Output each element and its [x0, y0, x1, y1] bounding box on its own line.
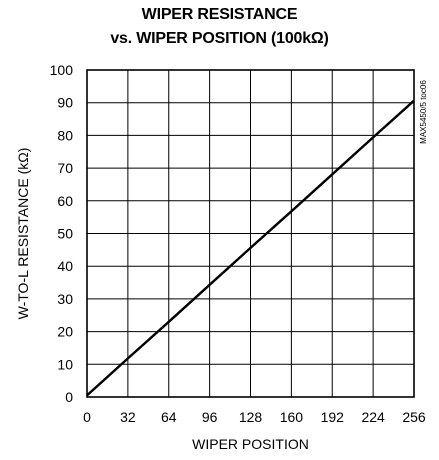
plot-frame: [86, 69, 415, 398]
y-tick-label: 40: [57, 258, 73, 274]
x-axis-label: WIPER POSITION: [192, 436, 309, 452]
figure-id-label: MAX5450/5 toc06: [419, 80, 428, 144]
y-tick-label: 20: [57, 324, 73, 340]
series-line: [86, 99, 415, 397]
y-tick-label: 100: [50, 62, 74, 78]
y-tick-label: 80: [57, 127, 73, 143]
y-axis-label: W-TO-L RESISTANCE (kΩ): [15, 148, 31, 320]
x-tick-label: 96: [202, 409, 218, 425]
x-tick-label: 32: [120, 409, 136, 425]
x-tick-label: 192: [321, 409, 345, 425]
x-tick-label: 256: [402, 409, 426, 425]
y-tick-label: 30: [57, 291, 73, 307]
y-tick-label: 70: [57, 160, 73, 176]
chart-title-line1: WIPER RESISTANCE: [141, 6, 298, 23]
y-tick-label: 60: [57, 193, 73, 209]
y-tick-label: 0: [65, 389, 73, 405]
y-tick-label: 10: [57, 356, 73, 372]
y-tick-label: 90: [57, 95, 73, 111]
x-tick-label: 128: [239, 409, 263, 425]
grid-lines: [86, 69, 415, 398]
x-tick-label: 160: [280, 409, 304, 425]
chart-title-line2: vs. WIPER POSITION (100kΩ): [110, 30, 329, 47]
x-tick-label: 64: [161, 409, 177, 425]
y-tick-label: 50: [57, 226, 73, 242]
x-tick-label: 0: [83, 409, 91, 425]
x-tick-label: 224: [361, 409, 385, 425]
